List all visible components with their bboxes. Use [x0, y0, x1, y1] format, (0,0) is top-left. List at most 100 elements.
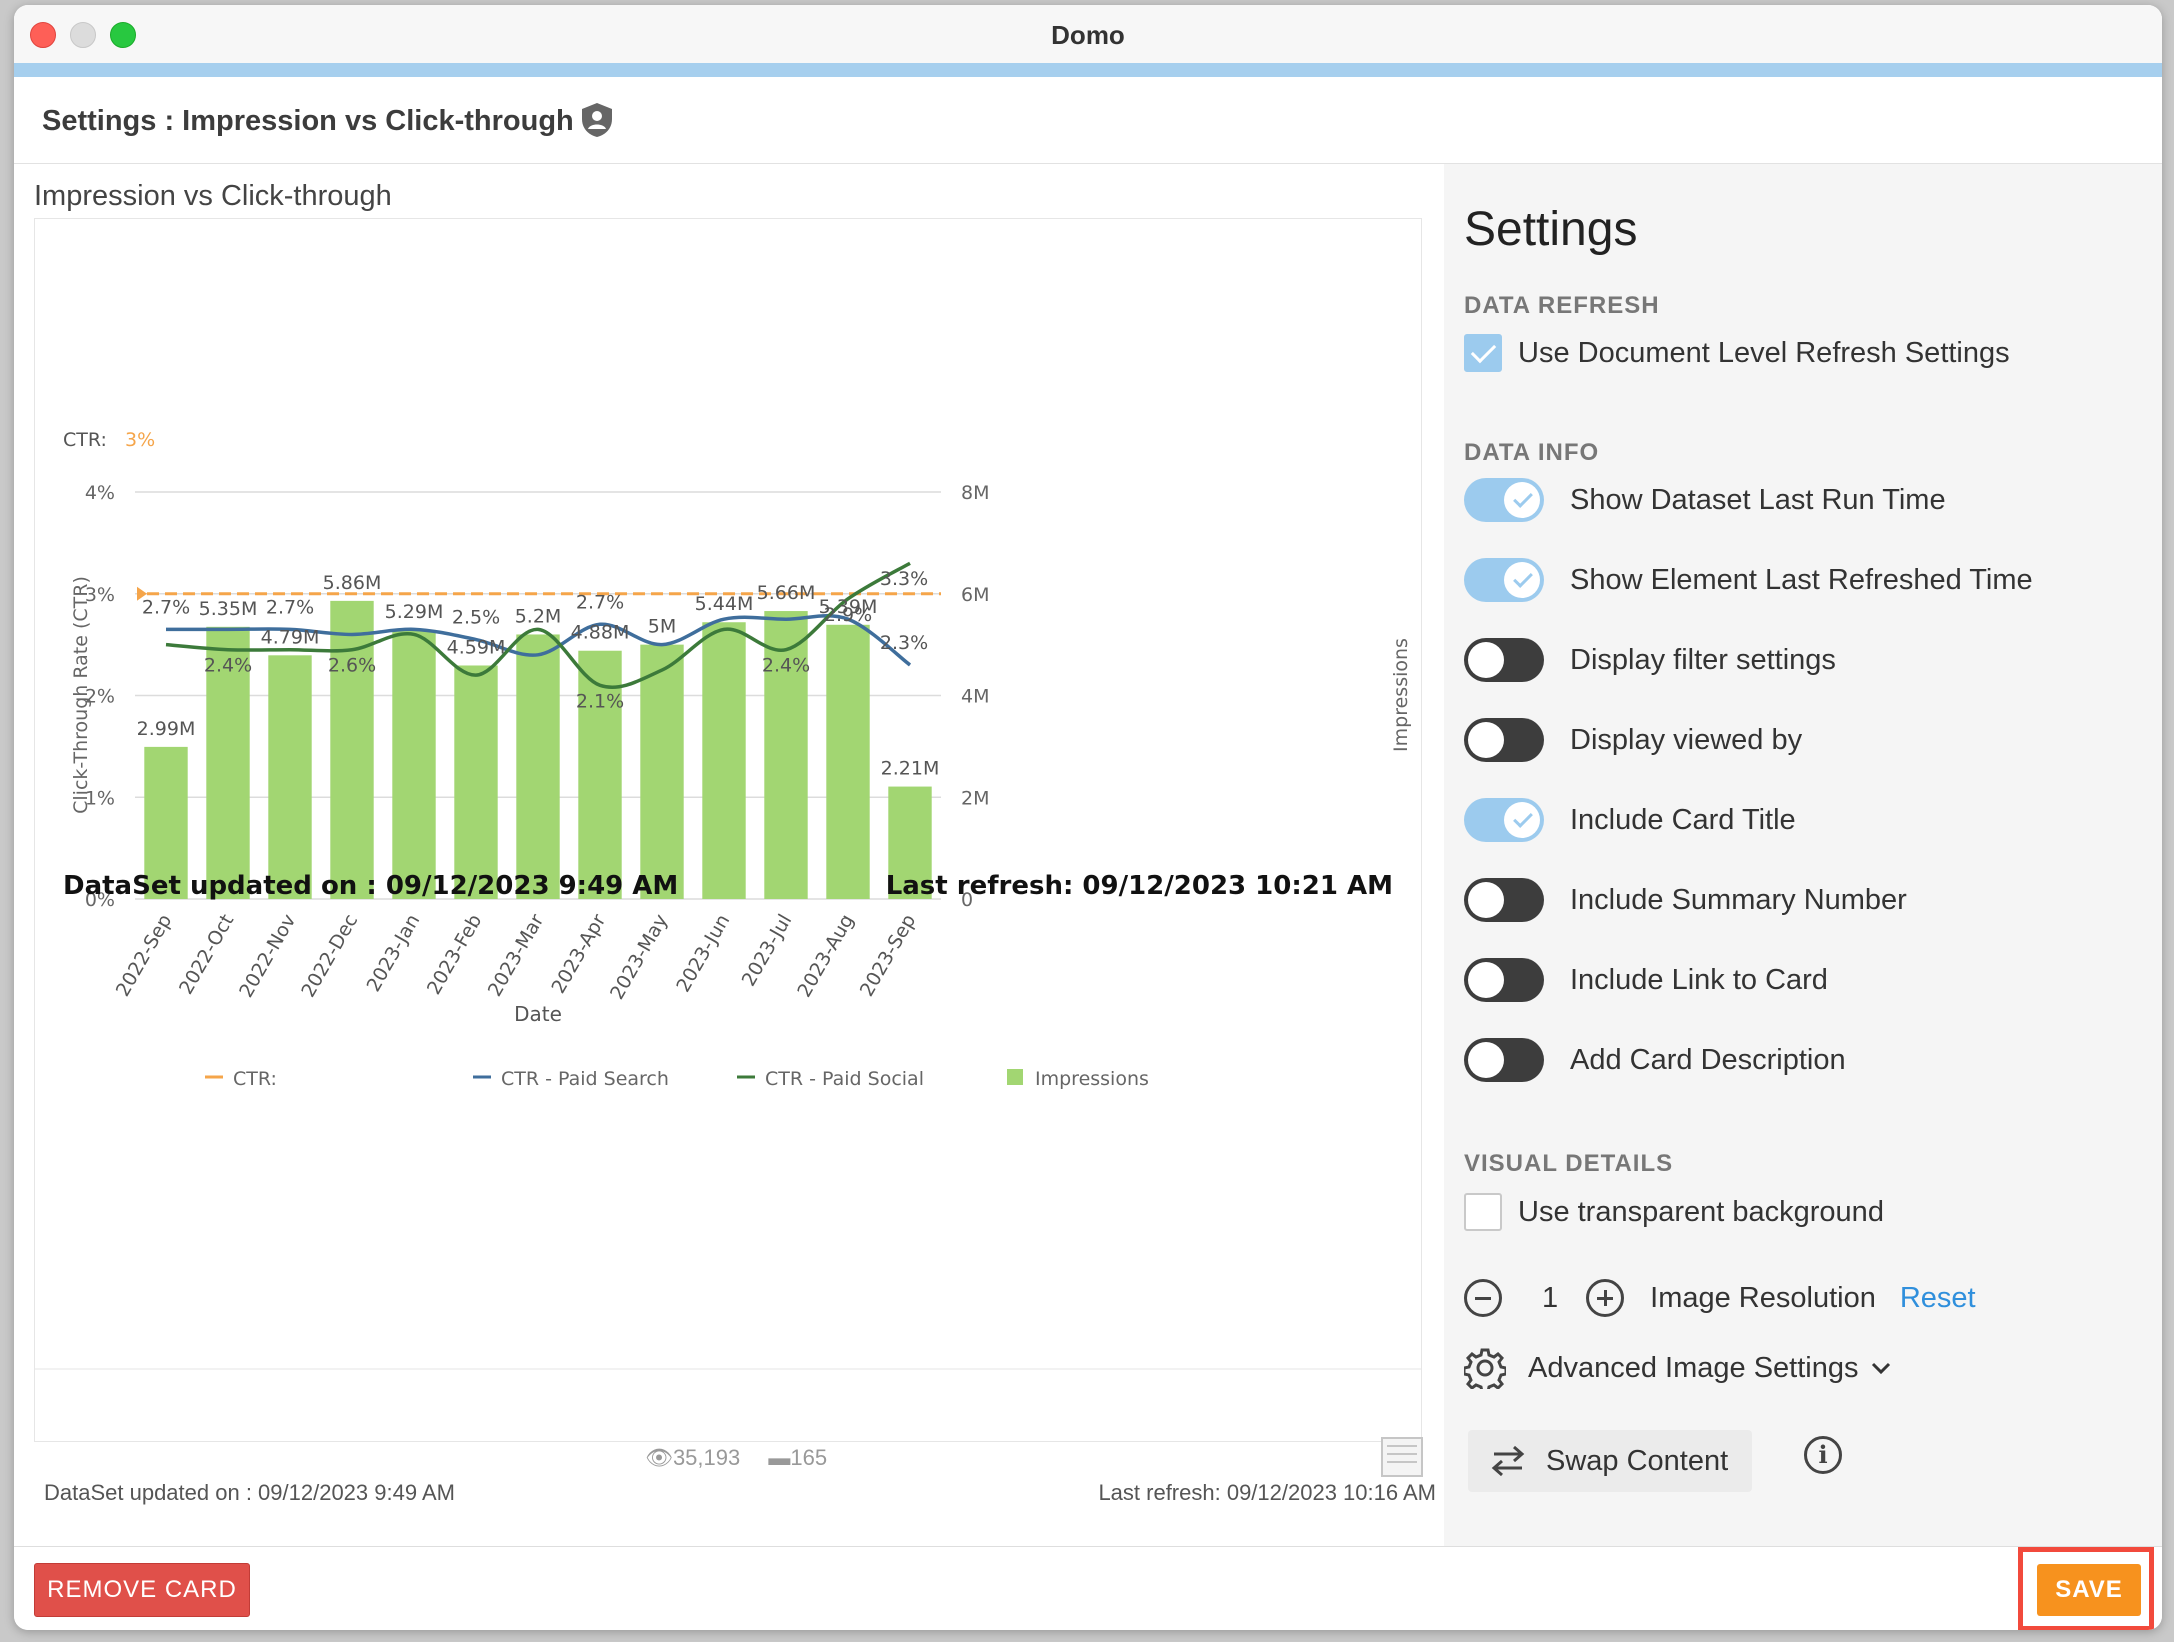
advanced-image-settings[interactable]: Advanced Image Settings [1464, 1346, 1892, 1390]
x-tick-label: 2022-Dec [297, 911, 362, 1002]
app-window: Domo Settings : Impression vs Click-thro… [14, 5, 2162, 1630]
section-visual-details: VISUAL DETAILS [1464, 1150, 1674, 1177]
toggle-label: Show Element Last Refreshed Time [1570, 563, 2033, 596]
bar-data-label: 5.39M [819, 596, 878, 618]
settings-panel: Settings DATA REFRESH Use Document Level… [1444, 164, 2162, 1546]
line-data-label: 2.7% [266, 596, 314, 618]
dialog-footer: REMOVE CARD SAVE [14, 1546, 2162, 1630]
x-tick-label: 2023-Aug [793, 911, 858, 1002]
bar-impressions [516, 634, 560, 899]
card-title: Impression vs Click-through [34, 180, 392, 212]
view-count: 35,193 [672, 1445, 741, 1470]
maximize-window-button[interactable] [110, 22, 136, 48]
bar-impressions [268, 655, 312, 899]
element-last-refreshed-toggle[interactable] [1464, 558, 1544, 602]
right-axis-title: Impressions [1390, 638, 1412, 752]
line-data-label: 2.9% [824, 604, 872, 626]
bar-data-label: 4.79M [261, 626, 320, 648]
toggle-row-link-to-card[interactable]: Include Link to Card [1464, 958, 1828, 1002]
right-tick-label: 8M [961, 482, 989, 504]
increase-resolution-button[interactable] [1586, 1279, 1625, 1317]
line-data-label: 3.3% [880, 568, 928, 590]
use-document-level-refresh-checkbox[interactable] [1464, 334, 1502, 372]
x-tick-label: 2022-Sep [112, 911, 177, 1001]
table-view-icon[interactable] [1381, 1437, 1423, 1477]
left-tick-label: 2% [85, 686, 115, 708]
dialog-title: Settings : Impression vs Click-through [42, 105, 574, 137]
footer-last-refresh: Last refresh: 09/12/2023 10:16 AM [1098, 1480, 1436, 1505]
viewed-by-toggle[interactable] [1464, 718, 1544, 762]
dataset-updated-label: DataSet updated on : 09/12/2023 9:49 AM [63, 871, 678, 901]
line-paid-search [165, 614, 912, 667]
use-document-level-refresh-row[interactable]: Use Document Level Refresh Settings [1464, 331, 2010, 375]
gear-icon [1464, 1348, 1506, 1389]
bar-impressions [392, 629, 436, 899]
left-axis-title: Click-Through Rate (CTR) [70, 576, 92, 814]
summary-number-toggle[interactable] [1464, 878, 1544, 922]
bar-data-label: 5.2M [515, 605, 562, 627]
bar-data-label: 5.29M [385, 601, 444, 623]
toggle-row-filter-settings[interactable]: Display filter settings [1464, 638, 1836, 682]
x-axis-title: Date [514, 1002, 562, 1026]
toggle-label: Include Card Title [1570, 803, 1796, 836]
toggle-row-element-last-refreshed[interactable]: Show Element Last Refreshed Time [1464, 558, 2033, 602]
left-tick-label: 4% [85, 482, 115, 504]
comment-icon[interactable]: ▬ [768, 1445, 791, 1470]
filter-settings-toggle[interactable] [1464, 638, 1544, 682]
transparent-background-row[interactable]: Use transparent background [1464, 1190, 1884, 1234]
info-icon[interactable]: i [1804, 1436, 1842, 1474]
legend-swatch [1007, 1069, 1023, 1085]
image-resolution-row: 1 Image Resolution Reset [1464, 1276, 1976, 1320]
toggle-label: Add Card Description [1570, 1043, 1846, 1076]
remove-card-button[interactable]: REMOVE CARD [34, 1563, 250, 1617]
x-tick-label: 2022-Nov [235, 911, 300, 1002]
toggle-row-viewed-by[interactable]: Display viewed by [1464, 718, 1802, 762]
bar-impressions [640, 644, 684, 899]
x-tick-label: 2023-Feb [423, 911, 486, 999]
toggle-label: Show Dataset Last Run Time [1570, 483, 1946, 516]
swap-content-button[interactable]: Swap Content [1468, 1430, 1752, 1492]
close-window-button[interactable] [30, 22, 56, 48]
bar-data-label: 4.88M [571, 622, 630, 644]
line-data-label: 2.5% [452, 607, 500, 629]
left-tick-label: 1% [85, 787, 115, 809]
bar-data-label: 5.35M [199, 598, 258, 620]
dataset-last-run-toggle[interactable] [1464, 478, 1544, 522]
right-tick-label: 2M [961, 787, 989, 809]
settings-heading: Settings [1464, 203, 1638, 256]
swap-content-label: Swap Content [1546, 1444, 1729, 1477]
bar-impressions [144, 746, 188, 899]
last-refresh-label: Last refresh: 09/12/2023 10:21 AM [886, 871, 1393, 901]
right-tick-label: 6M [961, 584, 989, 606]
x-tick-label: 2023-Jun [672, 911, 734, 996]
link-to-card-toggle[interactable] [1464, 958, 1544, 1002]
swap-arrows-icon [1491, 1445, 1525, 1477]
save-button[interactable]: SAVE [2037, 1564, 2141, 1616]
transparent-background-checkbox[interactable] [1464, 1193, 1502, 1231]
accent-bar [14, 63, 2162, 77]
x-tick-label: 2023-May [606, 911, 672, 1004]
card-description-toggle[interactable] [1464, 1038, 1544, 1082]
decrease-resolution-button[interactable] [1464, 1279, 1502, 1317]
right-tick-label: 4M [961, 686, 989, 708]
bar-data-label: 5.66M [757, 582, 816, 604]
eye-icon: 👁 [645, 1445, 673, 1470]
toggle-row-card-title[interactable]: Include Card Title [1464, 798, 1796, 842]
section-data-info: DATA INFO [1464, 439, 1600, 466]
target-label-value: 3% [125, 429, 155, 451]
bar-impressions [826, 624, 870, 899]
card-title-toggle[interactable] [1464, 798, 1544, 842]
reset-resolution-link[interactable]: Reset [1899, 1281, 1976, 1314]
bar-impressions [764, 611, 808, 899]
bar-impressions [578, 650, 622, 899]
bar-data-label: 5.86M [323, 572, 382, 594]
toggle-row-card-description[interactable]: Add Card Description [1464, 1038, 1846, 1082]
image-resolution-label: Image Resolution [1650, 1281, 1876, 1314]
line-data-label: 2.7% [576, 591, 624, 613]
toggle-row-summary-number[interactable]: Include Summary Number [1464, 878, 1907, 922]
bar-impressions [206, 626, 250, 899]
toggle-row-dataset-last-run[interactable]: Show Dataset Last Run Time [1464, 478, 1946, 522]
bar-data-label: 2.99M [137, 718, 196, 740]
card-stats: 👁35,193 ▬165 [645, 1445, 827, 1471]
minimize-window-button[interactable] [70, 22, 96, 48]
